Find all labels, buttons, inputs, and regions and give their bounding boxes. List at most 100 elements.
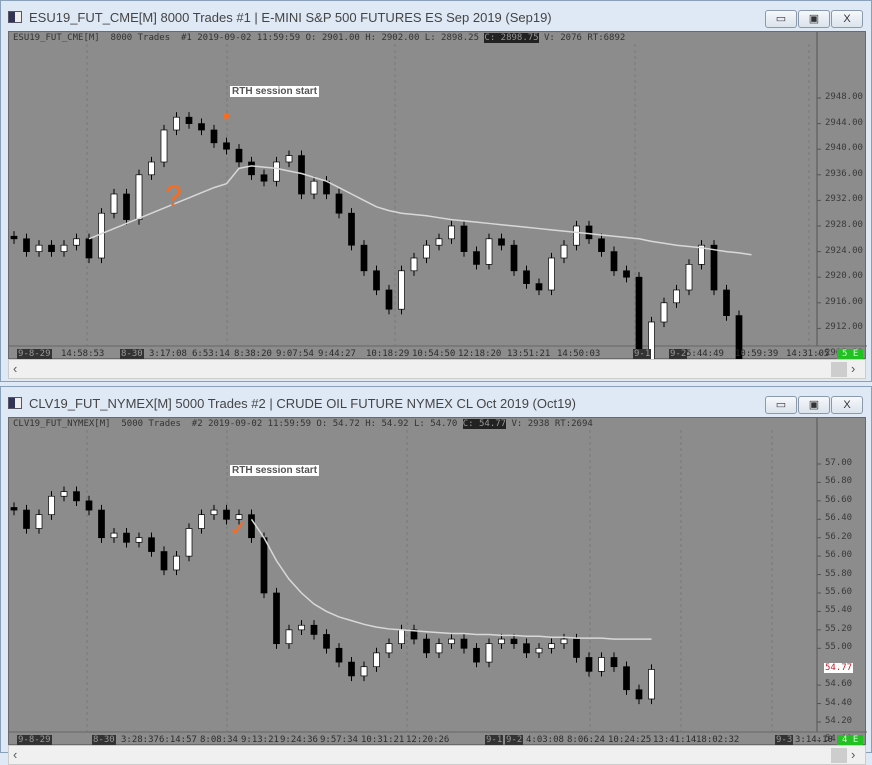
candle-body	[310, 624, 318, 635]
price-tick-label: 56.00	[825, 550, 853, 561]
candle-body	[598, 657, 605, 672]
scroll-thumb[interactable]	[831, 748, 847, 763]
date-marker: 9-2	[505, 735, 524, 745]
price-chart[interactable]: CLV19_FUT_NYMEX[M] 5000 Trades #2 2019-0…	[8, 417, 867, 745]
horizontal-scrollbar[interactable]: ‹ ›	[8, 745, 866, 765]
candle-body	[448, 225, 455, 240]
price-tick-label: 55.00	[825, 642, 853, 653]
scroll-left-icon[interactable]: ‹	[13, 361, 18, 376]
candle-body	[98, 212, 105, 259]
status-badge: 5 E	[837, 349, 864, 359]
scroll-right-icon[interactable]: ›	[851, 747, 856, 762]
scroll-right-icon[interactable]: ›	[851, 361, 856, 376]
time-label: 9:07:54	[276, 349, 314, 359]
bar-info-text: ESU19_FUT_CME[M] 8000 Trades #1 2019-09-…	[13, 33, 485, 43]
candle-body	[260, 174, 268, 182]
candle-body	[573, 638, 580, 658]
candle-body	[148, 161, 155, 176]
time-label: 3:14:10	[795, 735, 833, 745]
candle-body	[435, 238, 443, 246]
candle-body	[173, 555, 180, 571]
candle-body	[23, 238, 30, 252]
time-label: 13:41:14	[653, 735, 697, 745]
minimize-button[interactable]: ▭	[765, 396, 797, 414]
bar-info-volume: V: 2938 RT:2694	[506, 419, 593, 429]
date-marker: 8-30	[120, 349, 144, 359]
candle-body	[448, 638, 455, 645]
bar-info-close: C: 2898.75	[484, 33, 539, 43]
price-tick-label: 55.80	[825, 568, 853, 579]
candle-body	[198, 514, 205, 529]
time-label: 3:17:08	[149, 349, 187, 359]
candle-body	[48, 244, 55, 252]
candle-body	[535, 647, 543, 654]
candle-body	[210, 509, 218, 516]
candle-body	[85, 238, 93, 259]
time-label: 14:50:03	[557, 349, 601, 359]
candle-body	[73, 238, 80, 246]
candle-body	[123, 532, 130, 543]
candle-body	[10, 507, 18, 511]
annotation-mark: ?	[165, 180, 182, 213]
chart-canvas	[9, 32, 867, 360]
candle-body	[285, 155, 293, 163]
candle-body	[610, 657, 618, 668]
time-label: 4:03:08	[526, 735, 564, 745]
candle-body	[273, 592, 280, 645]
time-label: 9:24:36	[280, 735, 318, 745]
date-marker: 9-1	[485, 735, 504, 745]
bar-info: ESU19_FUT_CME[M] 8000 Trades #1 2019-09-…	[13, 33, 625, 43]
candle-body	[410, 629, 418, 640]
candle-body	[223, 509, 230, 520]
price-tick-label: 56.80	[825, 476, 853, 487]
candle-body	[423, 638, 430, 654]
candle-body	[398, 629, 405, 645]
title-bar: ESU19_FUT_CME[M] 8000 Trades #1 | E-MINI…	[1, 1, 871, 31]
price-chart[interactable]: ESU19_FUT_CME[M] 8000 Trades #1 2019-09-…	[8, 31, 867, 360]
candle-body	[60, 491, 68, 497]
price-tick-label: 55.60	[825, 587, 853, 597]
candle-body	[73, 491, 80, 502]
price-tick-label: 56.40	[825, 513, 853, 524]
candle-body	[110, 193, 118, 214]
scroll-left-icon[interactable]: ‹	[13, 747, 18, 762]
price-tick-label: 54.40	[825, 697, 853, 708]
horizontal-scrollbar[interactable]: ‹ ›	[8, 359, 866, 379]
candle-body	[248, 514, 255, 539]
candle-body	[435, 643, 443, 654]
date-marker: 9-2	[669, 349, 688, 359]
price-tick-label: 55.40	[825, 605, 853, 616]
date-marker: 9-1	[633, 349, 652, 359]
candle-body	[523, 643, 530, 654]
price-tick-label: 54.60	[825, 679, 853, 690]
candle-body	[548, 643, 555, 649]
candle-body	[123, 193, 130, 220]
price-tick-label: 2944.00	[825, 117, 863, 128]
price-tick-label: 2932.00	[825, 194, 863, 205]
candle-body	[685, 264, 693, 291]
bar-info-text: CLV19_FUT_NYMEX[M] 5000 Trades #2 2019-0…	[13, 419, 463, 429]
close-button[interactable]: X	[831, 10, 863, 28]
candle-body	[260, 537, 268, 594]
time-label: 10:54:50	[412, 349, 456, 359]
close-button[interactable]: X	[831, 396, 863, 414]
candle-body	[110, 532, 118, 539]
candle-body	[23, 509, 30, 529]
price-tick-label: 2940.00	[825, 143, 863, 154]
rth-session-label: RTH session start	[230, 86, 320, 97]
candle-body	[360, 666, 368, 677]
candle-body	[635, 276, 643, 360]
candle-body	[248, 161, 255, 176]
time-label: 3:28:37	[121, 735, 159, 745]
restore-button[interactable]: ▣	[798, 396, 830, 414]
candle-body	[473, 647, 480, 663]
time-label: 8:08:34	[200, 735, 238, 745]
restore-button[interactable]: ▣	[798, 10, 830, 28]
bar-info: CLV19_FUT_NYMEX[M] 5000 Trades #2 2019-0…	[13, 419, 593, 429]
candle-body	[548, 257, 555, 291]
candle-body	[10, 235, 18, 240]
minimize-button[interactable]: ▭	[765, 10, 797, 28]
candle-body	[660, 302, 668, 323]
time-label: 8:06:24	[567, 735, 605, 745]
scroll-thumb[interactable]	[831, 362, 847, 377]
